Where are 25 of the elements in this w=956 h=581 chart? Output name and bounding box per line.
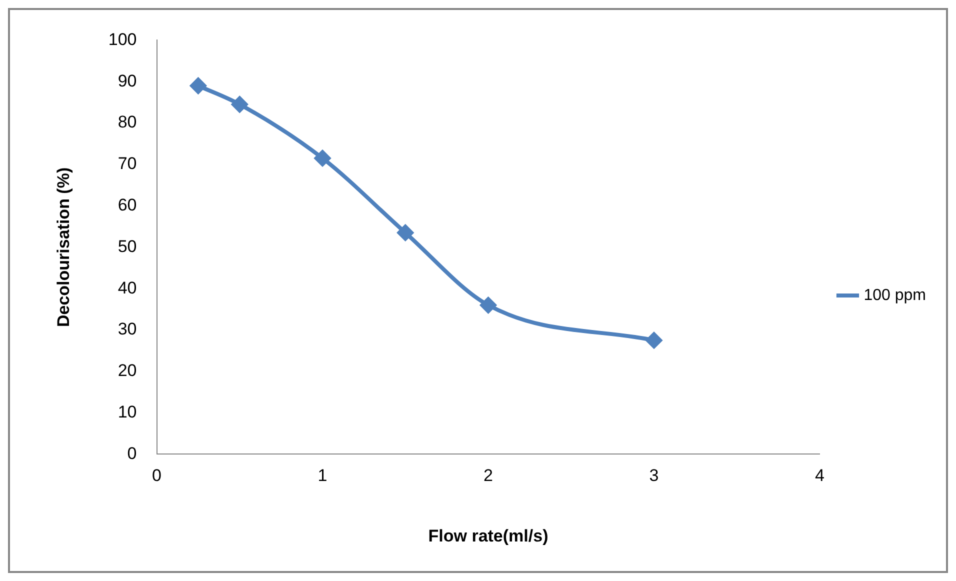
x-tick-label: 4 xyxy=(815,466,824,486)
x-tick-label: 2 xyxy=(484,466,493,486)
point xyxy=(397,224,414,241)
y-tick-label: 40 xyxy=(118,278,137,298)
y-tick-label: 10 xyxy=(118,402,137,422)
x-tick-label: 1 xyxy=(318,466,328,486)
y-tick-label: 70 xyxy=(118,154,137,174)
legend-label: 100 ppm xyxy=(864,286,926,304)
y-tick-label: 20 xyxy=(118,361,137,380)
x-tick-label: 0 xyxy=(152,466,162,486)
x-axis-title: Flow rate(ml/s) xyxy=(428,526,548,546)
y-tick-label: 90 xyxy=(118,71,137,90)
point xyxy=(646,332,662,348)
point xyxy=(232,96,248,112)
y-tick-label: 80 xyxy=(118,112,137,132)
y-tick-label: 100 xyxy=(108,30,137,49)
x-tick-label: 3 xyxy=(649,466,659,486)
y-tick-label: 50 xyxy=(118,236,137,256)
y-tick-label: 60 xyxy=(118,195,137,214)
y-axis-title: Decolourisation (%) xyxy=(54,167,73,328)
point xyxy=(480,297,496,314)
y-tick-label: 30 xyxy=(118,320,137,339)
y-tick-label: 0 xyxy=(127,444,137,463)
point xyxy=(190,78,206,94)
point xyxy=(314,150,331,166)
